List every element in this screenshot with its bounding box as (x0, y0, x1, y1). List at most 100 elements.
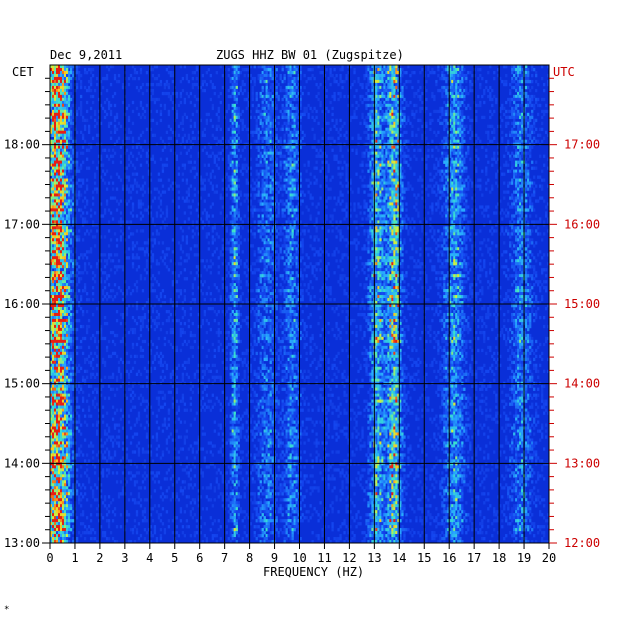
heat-cell (369, 193, 372, 197)
heat-cell (141, 193, 145, 197)
heat-cell (293, 70, 296, 75)
heat-cell (99, 157, 103, 161)
heat-cell (275, 88, 278, 93)
heat-cell (447, 97, 450, 102)
heat-cell (447, 91, 450, 96)
heat-cell (67, 73, 71, 78)
heat-cell (383, 133, 386, 137)
heat-cell (477, 94, 480, 99)
heat-cell (293, 160, 296, 164)
heat-cell (293, 184, 296, 188)
heat-cell (385, 85, 388, 90)
heat-cell (515, 175, 518, 179)
heat-cell (471, 133, 474, 137)
heat-cell (117, 202, 121, 206)
heat-cell (271, 94, 274, 99)
heat-cell (267, 208, 270, 212)
heat-cell (227, 67, 230, 72)
heat-cell (287, 196, 290, 200)
heat-cell (497, 184, 500, 188)
heat-cell (53, 94, 57, 99)
heat-cell (451, 85, 454, 90)
heat-cell (235, 166, 238, 170)
heat-cell (451, 214, 454, 218)
heat-cell (363, 73, 366, 78)
heat-cell (52, 154, 55, 158)
heat-cell (263, 145, 266, 149)
heat-cell (361, 163, 364, 167)
heat-cell (219, 211, 222, 215)
heat-cell (479, 82, 482, 87)
heat-cell (525, 199, 528, 203)
heat-cell (147, 154, 151, 158)
heat-cell (407, 79, 410, 84)
heat-cell (381, 73, 384, 78)
heat-cell (417, 193, 420, 197)
heat-cell (529, 79, 532, 84)
heat-cell (159, 82, 163, 87)
heat-cell (53, 190, 57, 194)
heat-cell (541, 187, 544, 191)
heat-cell (295, 208, 298, 212)
heat-cell (61, 88, 65, 93)
heat-cell (381, 88, 384, 93)
heat-cell (511, 163, 514, 167)
heat-cell (233, 85, 236, 90)
heat-cell (365, 202, 368, 206)
heat-cell (377, 211, 380, 215)
heat-cell (415, 103, 418, 108)
heat-cell (517, 145, 520, 149)
heat-cell (163, 85, 167, 90)
heat-cell (79, 82, 83, 87)
heat-cell (333, 79, 336, 84)
heat-cell (519, 94, 522, 99)
heat-cell (497, 73, 500, 78)
heat-cell (63, 178, 67, 182)
heat-cell (505, 82, 508, 87)
heat-cell (259, 193, 262, 197)
heat-cell (383, 65, 386, 69)
heat-cell (385, 106, 388, 111)
heat-cell (377, 160, 380, 164)
heat-cell (67, 91, 71, 96)
heat-cell (513, 115, 516, 120)
heat-cell (383, 82, 386, 87)
heat-cell (341, 208, 344, 212)
heat-cell (401, 148, 404, 152)
heat-cell (79, 85, 83, 90)
heat-cell (375, 154, 378, 158)
heat-cell (375, 88, 378, 93)
heat-cell (79, 100, 83, 105)
heat-cell (465, 202, 468, 206)
heat-cell (293, 127, 296, 132)
heat-cell (393, 145, 396, 149)
heat-cell (105, 199, 109, 203)
heat-cell (471, 184, 474, 188)
heat-cell (451, 190, 454, 194)
heat-cell (511, 65, 514, 69)
heat-cell (413, 112, 416, 117)
heat-cell (115, 79, 119, 84)
heat-cell (199, 118, 202, 123)
heat-cell (315, 181, 318, 185)
heat-cell (445, 199, 448, 203)
heat-cell (449, 97, 452, 102)
heat-cell (441, 184, 444, 188)
heat-cell (463, 178, 466, 182)
heat-cell (50, 139, 53, 143)
heat-cell (455, 190, 458, 194)
heat-cell (99, 154, 103, 158)
heat-cell (177, 190, 181, 194)
heat-cell (167, 85, 171, 90)
heat-cell (385, 94, 388, 99)
heat-cell (237, 70, 240, 75)
heat-cell (261, 85, 264, 90)
heat-cell (367, 73, 370, 78)
heat-cell (131, 100, 135, 105)
heat-cell (443, 187, 446, 191)
heat-cell (315, 166, 318, 170)
heat-cell (269, 97, 272, 102)
heat-cell (279, 184, 282, 188)
heat-cell (393, 127, 396, 132)
heat-cell (63, 166, 67, 170)
